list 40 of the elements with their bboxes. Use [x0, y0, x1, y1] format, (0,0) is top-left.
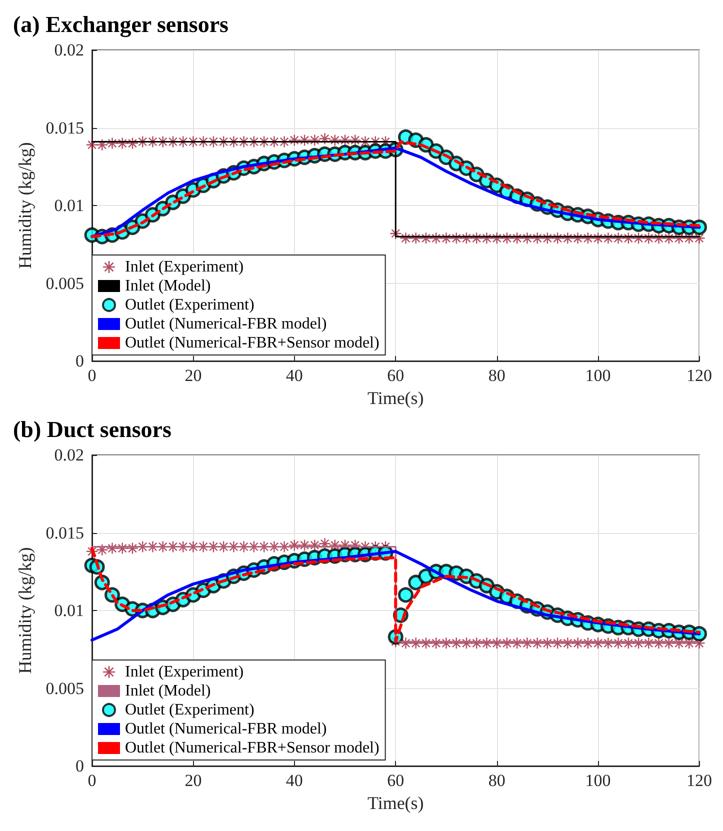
legend-label: Inlet (Model): [125, 278, 211, 294]
legend-label: Outlet (Numerical-FBR+Sensor model): [125, 740, 380, 756]
legend-label: Outlet (Numerical-FBR model): [125, 316, 327, 332]
legend-label: Inlet (Experiment): [125, 664, 244, 680]
x-axis-title: Time(s): [367, 388, 424, 408]
legend-label: Outlet (Numerical-FBR model): [125, 720, 327, 738]
x-tick-label: 100: [585, 366, 611, 385]
y-tick-label: 0.005: [46, 274, 84, 293]
x-tick-label: 40: [286, 366, 303, 385]
x-tick-label: 0: [88, 771, 96, 790]
x-tick-label: 20: [184, 771, 202, 790]
y-tick-label: 0.01: [54, 601, 84, 620]
chart-title: (a) Exchanger sensors: [13, 12, 229, 38]
x-tick-label: 80: [488, 366, 506, 385]
legend-label: Outlet (Numerical-FBR+Sensor model): [125, 334, 380, 352]
x-tick-label: 120: [686, 366, 712, 385]
legend-label: Inlet (Experiment): [125, 258, 244, 276]
x-tick-label: 40: [286, 771, 303, 790]
y-tick-label: 0.015: [46, 118, 84, 138]
chart-title: (b) Duct sensors: [13, 417, 172, 442]
y-axis-title: Humidity (kg/kg): [15, 142, 35, 269]
x-tick-label: 120: [686, 771, 712, 790]
y-tick-label: 0.02: [54, 446, 84, 464]
x-tick-label: 0: [88, 366, 96, 385]
y-tick-label: 0.01: [54, 196, 84, 215]
legend-label: Outlet (Experiment): [125, 296, 254, 314]
y-axis-title: Humidity (kg/kg): [15, 547, 35, 674]
legend-label: Inlet (Model): [125, 682, 211, 700]
x-axis-title: Time(s): [367, 792, 424, 813]
y-tick-label: 0: [76, 352, 84, 370]
y-tick-label: 0.005: [46, 678, 84, 698]
y-tick-label: 0.015: [46, 523, 84, 542]
x-tick-label: 100: [585, 771, 611, 790]
y-tick-label: 0: [76, 756, 84, 776]
x-tick-label: 20: [184, 366, 202, 385]
legend-label: Outlet (Experiment): [125, 702, 254, 718]
x-tick-label: 80: [488, 771, 506, 790]
x-tick-label: 60: [387, 771, 404, 790]
y-tick-label: 0.02: [54, 40, 84, 60]
x-tick-label: 60: [387, 366, 404, 385]
